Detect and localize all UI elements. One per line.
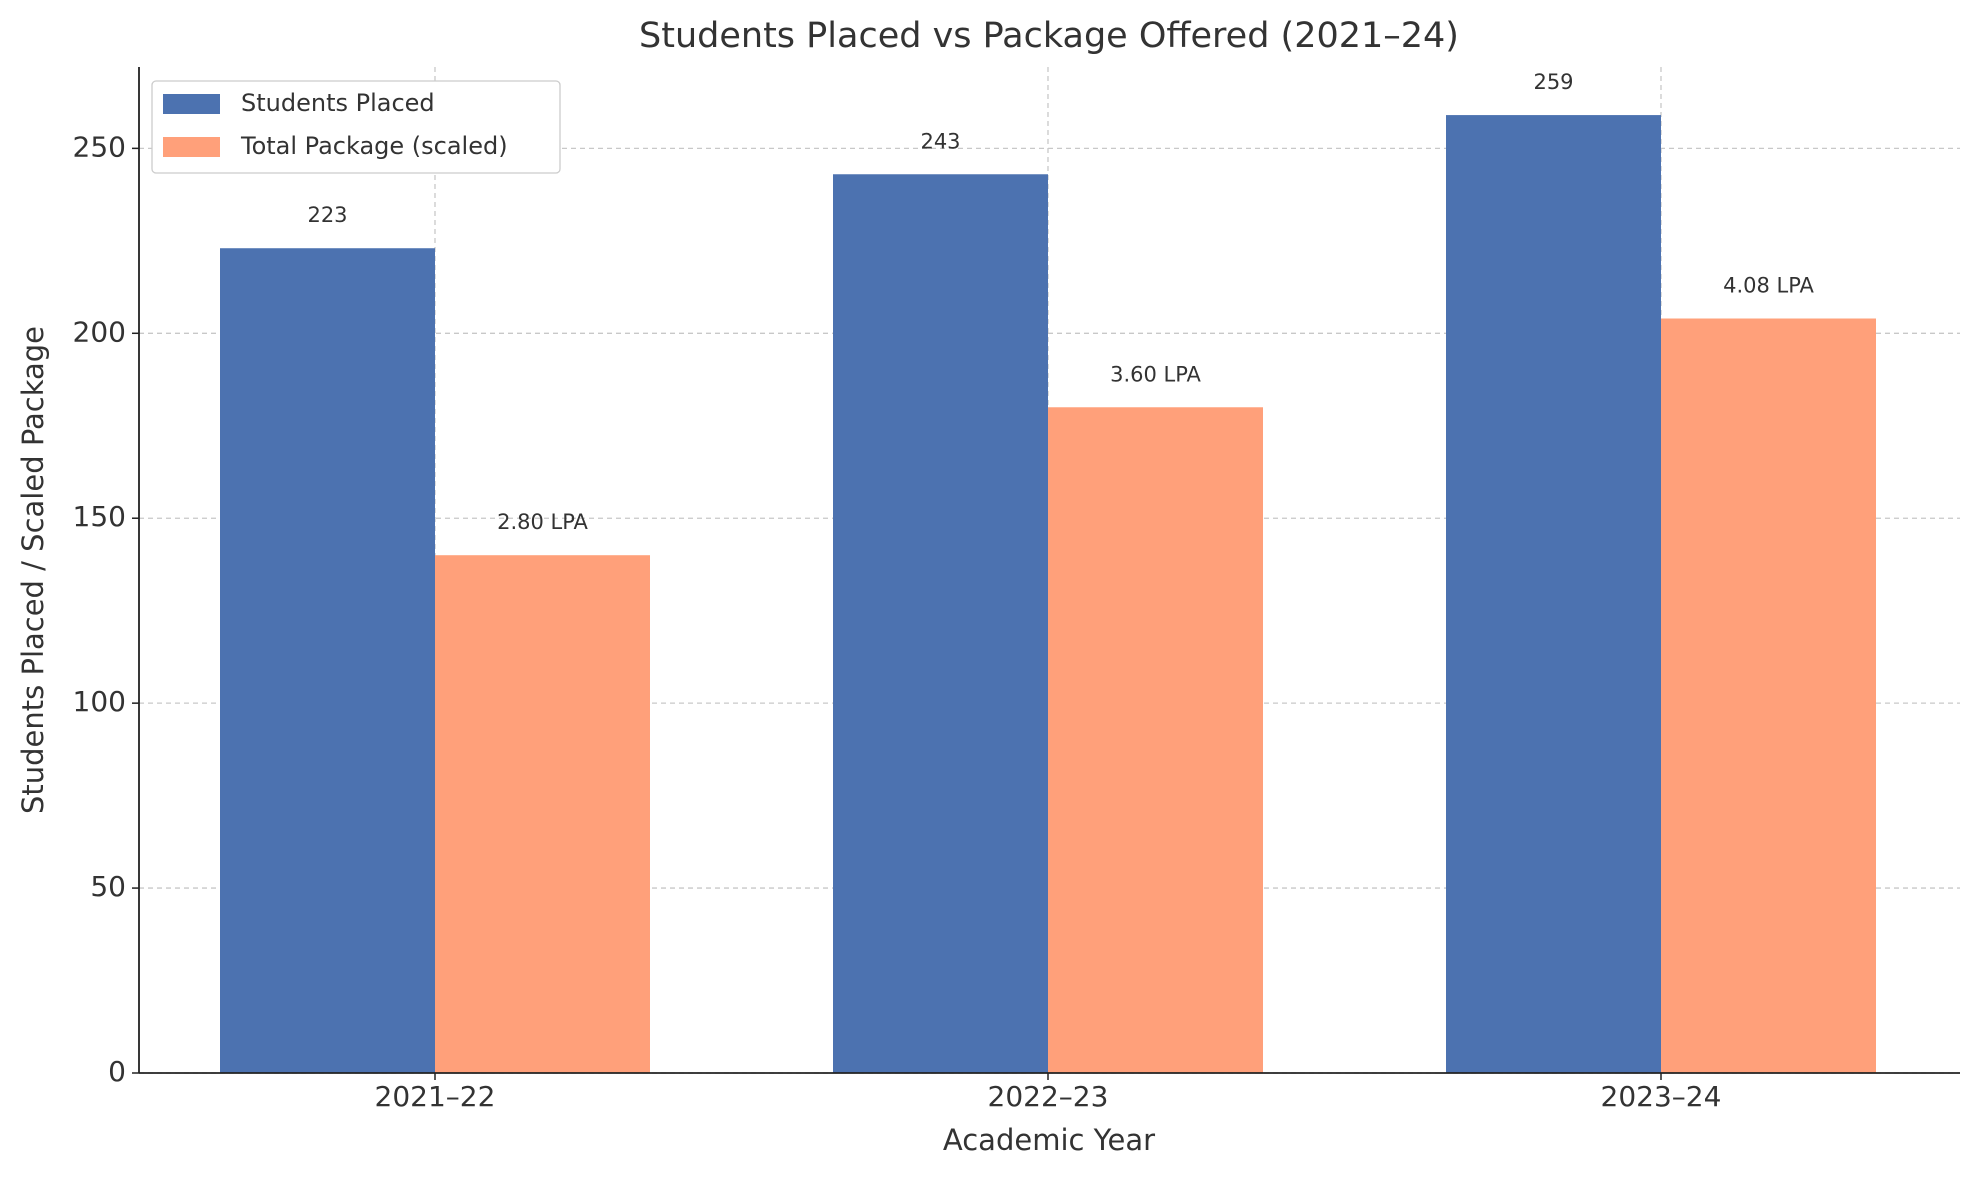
x-tick-label: 2022–23 [988,1080,1109,1113]
y-axis-label: Students Placed / Scaled Package [16,326,50,814]
y-tick-label: 50 [90,870,126,903]
value-label: 3.60 LPA [1110,362,1201,386]
y-tick-label: 250 [73,130,126,163]
x-tick-label: 2021–22 [375,1080,496,1113]
y-tick-label: 150 [73,500,126,533]
x-axis-label: Academic Year [943,1123,1155,1157]
legend-swatch [163,94,220,114]
value-label: 259 [1533,70,1573,94]
legend-label: Total Package (scaled) [240,132,508,160]
bar [220,248,435,1074]
bar [1446,115,1661,1074]
y-tick-label: 100 [73,685,126,718]
legend-swatch [163,137,220,157]
y-tick-label: 0 [108,1055,126,1088]
value-label: 4.08 LPA [1723,274,1814,298]
chart-title: Students Placed vs Package Offered (2021… [639,16,1459,56]
value-label: 223 [307,203,347,227]
legend-box [151,80,561,174]
bar [1048,407,1263,1073]
value-label: 243 [920,129,960,153]
y-tick-label: 200 [73,315,126,348]
x-tick-label: 2023–24 [1601,1080,1722,1113]
bar [435,555,650,1073]
legend-label: Students Placed [241,89,435,117]
bar [833,174,1048,1074]
bar [1661,318,1876,1073]
value-label: 2.80 LPA [497,510,588,534]
legend: Students Placed Total Package (scaled) [151,80,561,174]
